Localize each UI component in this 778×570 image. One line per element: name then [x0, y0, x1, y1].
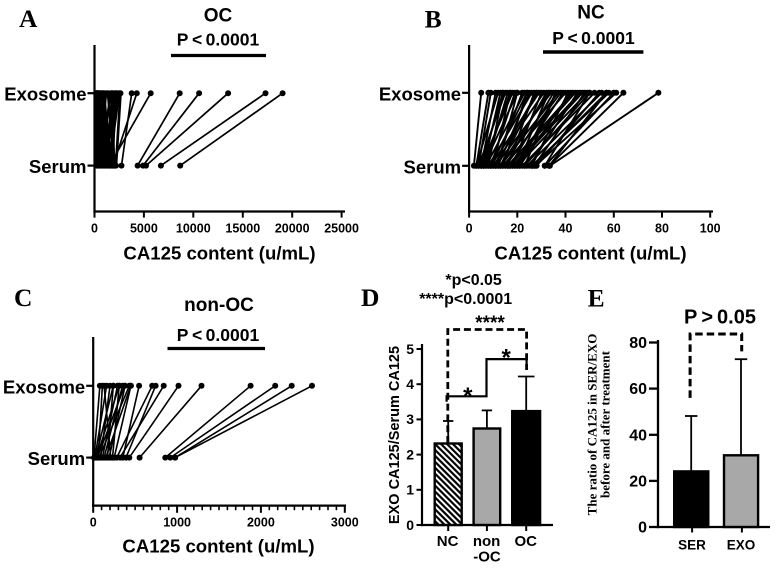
- svg-text:*: *: [463, 383, 473, 410]
- svg-text:3000: 3000: [331, 516, 359, 530]
- svg-text:Serum: Serum: [404, 156, 462, 177]
- svg-text:EXO: EXO: [727, 538, 756, 553]
- svg-text:The ratio of CA125 in SER/EXO: The ratio of CA125 in SER/EXO: [585, 334, 600, 516]
- svg-text:4: 4: [406, 376, 414, 392]
- svg-text:40: 40: [629, 427, 647, 444]
- svg-text:NC: NC: [437, 533, 459, 550]
- svg-text:OC: OC: [514, 533, 537, 550]
- svg-text:40: 40: [559, 222, 573, 236]
- svg-text:10000: 10000: [176, 222, 211, 236]
- svg-text:*: *: [502, 345, 512, 372]
- svg-text:non-OC: non-OC: [184, 295, 254, 316]
- svg-text:100: 100: [700, 222, 721, 236]
- svg-text:20000: 20000: [275, 222, 310, 236]
- svg-text:A: A: [19, 4, 38, 33]
- svg-text:0: 0: [466, 222, 473, 236]
- svg-text:OC: OC: [204, 6, 233, 27]
- svg-text:60: 60: [629, 381, 647, 398]
- svg-text:0: 0: [638, 520, 647, 537]
- svg-text:20: 20: [629, 474, 647, 491]
- svg-text:Serum: Serum: [28, 448, 86, 469]
- svg-text:non: non: [473, 533, 501, 550]
- svg-text:0: 0: [91, 222, 98, 236]
- svg-text:Serum: Serum: [29, 156, 87, 177]
- svg-text:2: 2: [406, 446, 414, 462]
- svg-text:NC: NC: [577, 3, 605, 24]
- svg-text:P < 0.0001: P < 0.0001: [177, 325, 260, 345]
- svg-text:C: C: [14, 283, 32, 312]
- svg-text:0: 0: [90, 516, 97, 530]
- svg-text:1: 1: [406, 482, 414, 498]
- svg-text:15000: 15000: [225, 222, 260, 236]
- svg-text:Exosome: Exosome: [3, 376, 85, 397]
- svg-text:Exosome: Exosome: [4, 84, 86, 105]
- svg-text:B: B: [425, 5, 442, 34]
- svg-text:SER: SER: [678, 538, 706, 553]
- svg-text:CA125 content (u/mL): CA125 content (u/mL): [122, 536, 314, 557]
- svg-text:P < 0.0001: P < 0.0001: [552, 28, 635, 48]
- svg-text:CA125 content (u/mL): CA125 content (u/mL): [123, 243, 315, 264]
- svg-text:EXO CA125/Serum CA125: EXO CA125/Serum CA125: [387, 346, 403, 524]
- svg-text:*p<0.05: *p<0.05: [445, 272, 502, 289]
- svg-text:0: 0: [406, 517, 414, 533]
- svg-text:-OC: -OC: [473, 549, 501, 566]
- svg-text:20: 20: [510, 222, 524, 236]
- svg-text:****p<0.0001: ****p<0.0001: [419, 291, 512, 308]
- svg-text:1000: 1000: [163, 516, 191, 530]
- svg-text:80: 80: [655, 222, 669, 236]
- svg-text:P < 0.0001: P < 0.0001: [177, 30, 260, 50]
- svg-text:25000: 25000: [324, 222, 359, 236]
- svg-text:****: ****: [475, 313, 505, 334]
- svg-text:D: D: [361, 283, 379, 312]
- svg-text:3: 3: [406, 411, 414, 427]
- svg-text:80: 80: [629, 335, 647, 352]
- svg-text:2000: 2000: [247, 516, 275, 530]
- svg-text:CA125 content (u/mL): CA125 content (u/mL): [494, 243, 686, 264]
- svg-text:Exosome: Exosome: [379, 83, 461, 104]
- svg-text:60: 60: [607, 222, 621, 236]
- svg-text:5000: 5000: [130, 222, 158, 236]
- svg-text:E: E: [588, 283, 605, 312]
- svg-text:P > 0.05: P > 0.05: [684, 307, 756, 329]
- svg-text:before and after treatment: before and after treatment: [598, 350, 613, 498]
- svg-text:5: 5: [406, 341, 414, 357]
